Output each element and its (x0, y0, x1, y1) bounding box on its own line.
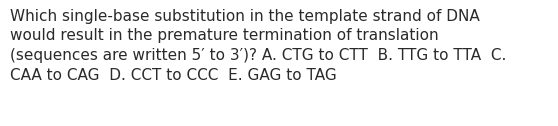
Text: Which single-base substitution in the template strand of DNA
would result in the: Which single-base substitution in the te… (10, 9, 507, 83)
